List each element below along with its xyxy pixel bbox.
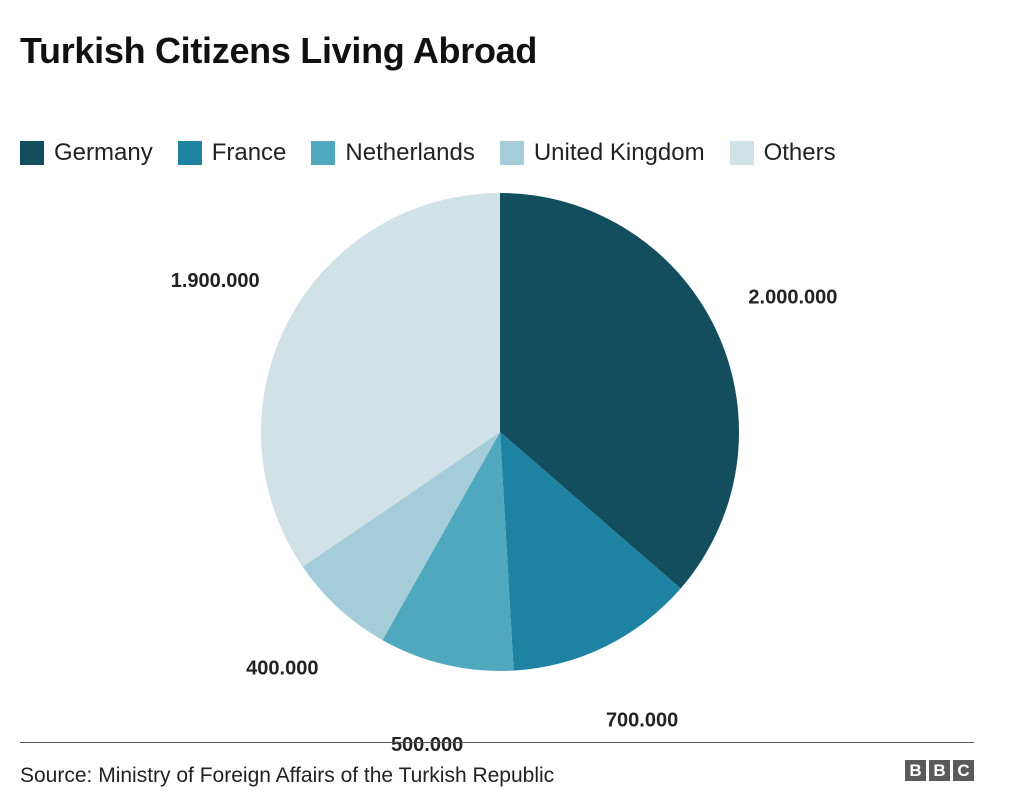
legend-item-others: Others — [729, 139, 836, 167]
data-label-germany: 2.000.000 — [748, 286, 837, 308]
legend-item-united-kingdom: United Kingdom — [499, 139, 705, 167]
pie-slice-germany — [500, 193, 739, 589]
data-label-netherlands: 500.000 — [391, 734, 463, 756]
chart-legend: Germany France Netherlands United Kingdom Ot… — [20, 138, 861, 168]
chart-title: Turkish Citizens Living Abroad — [20, 30, 538, 71]
legend-item-france: France — [177, 139, 287, 167]
source-note: Source: Ministry of Foreign Affairs of t… — [20, 764, 555, 787]
data-label-france: 700.000 — [606, 709, 678, 731]
data-label-united-kingdom: 400.000 — [246, 657, 318, 679]
footer-divider — [20, 742, 974, 743]
legend-item-germany: Germany — [20, 139, 153, 167]
data-label-others: 1.900.000 — [171, 270, 260, 292]
bbc-logo: B B C — [902, 760, 974, 781]
bbc-logo-letter: B — [905, 760, 926, 781]
pie-slices — [260, 193, 739, 671]
legend-swatch — [499, 141, 524, 165]
legend-swatch — [729, 141, 754, 165]
legend-label: Netherlands — [345, 139, 475, 166]
legend-label: Germany — [54, 139, 153, 166]
pie-slice-netherlands — [382, 432, 514, 671]
bbc-logo-letter: B — [929, 760, 950, 781]
legend-label: Others — [763, 139, 836, 166]
legend-label: France — [211, 139, 287, 166]
legend-item-netherlands: Netherlands — [311, 139, 475, 167]
legend-label: United Kingdom — [533, 139, 705, 166]
bbc-logo-letter: C — [953, 760, 974, 781]
pie-slice-others — [260, 193, 500, 567]
pie-data-labels: 2.000.000 700.000 500.000 400.000 1.900.000 — [171, 270, 838, 756]
pie-slice-united-kingdom — [302, 432, 500, 641]
legend-swatch — [177, 141, 202, 165]
legend-swatch — [311, 141, 336, 165]
pie-slice-france — [500, 432, 681, 671]
legend-swatch — [20, 141, 44, 165]
